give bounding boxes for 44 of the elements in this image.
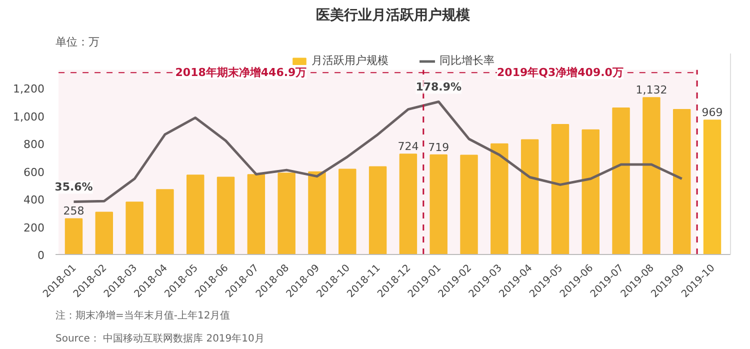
- bar: [520, 139, 539, 254]
- legend-label: 月活跃用户规模: [312, 53, 388, 68]
- data-label: 35.6%: [54, 180, 93, 194]
- data-label: 719: [428, 140, 450, 154]
- bar: [460, 154, 478, 254]
- bar: [95, 212, 114, 254]
- bar: [582, 129, 600, 254]
- bar: [642, 97, 660, 254]
- bar: [612, 107, 630, 254]
- bar: [64, 218, 83, 254]
- y-tick-label: 600: [24, 166, 45, 179]
- y-tick-label: 800: [24, 138, 45, 152]
- bar: [308, 171, 326, 254]
- y-tick-label: 400: [24, 194, 45, 207]
- bar: [156, 189, 174, 254]
- legend-label: 同比增长率: [440, 53, 494, 68]
- bar: [672, 109, 691, 254]
- bar: [338, 168, 356, 254]
- text: 注：期末净增=当年末月值-上年12月值: [56, 310, 230, 322]
- bar: [703, 120, 722, 254]
- chart-title: 医美行业月活跃用户规模: [316, 6, 471, 24]
- data-label: 1,132: [636, 84, 668, 97]
- bar: [216, 176, 235, 254]
- data-label: 178.9%: [416, 80, 462, 94]
- bar: [126, 202, 144, 254]
- data-label: 969: [702, 106, 723, 120]
- band-label: 2018年期末净增446.9万: [175, 66, 307, 80]
- bar: [399, 154, 418, 254]
- y-tick-label: 1,000: [13, 110, 45, 124]
- bar: [551, 124, 570, 254]
- bar: [247, 174, 266, 254]
- source-note: Source： 中国移动互联网数据库 2019年10月: [56, 332, 264, 344]
- data-label: 258: [63, 204, 84, 218]
- bar: [430, 154, 448, 254]
- y-axis-title: 单位：万: [56, 36, 100, 48]
- data-label: 724: [398, 140, 419, 154]
- bar: [278, 172, 296, 254]
- y-tick-label: 1,200: [13, 82, 45, 96]
- bar: [186, 174, 204, 254]
- bar: [368, 166, 387, 254]
- y-tick-label: 200: [24, 221, 45, 234]
- y-tick-label: 0: [38, 249, 44, 262]
- bar: [490, 143, 508, 254]
- band-label: 2019年Q3净增409.0万: [497, 66, 624, 80]
